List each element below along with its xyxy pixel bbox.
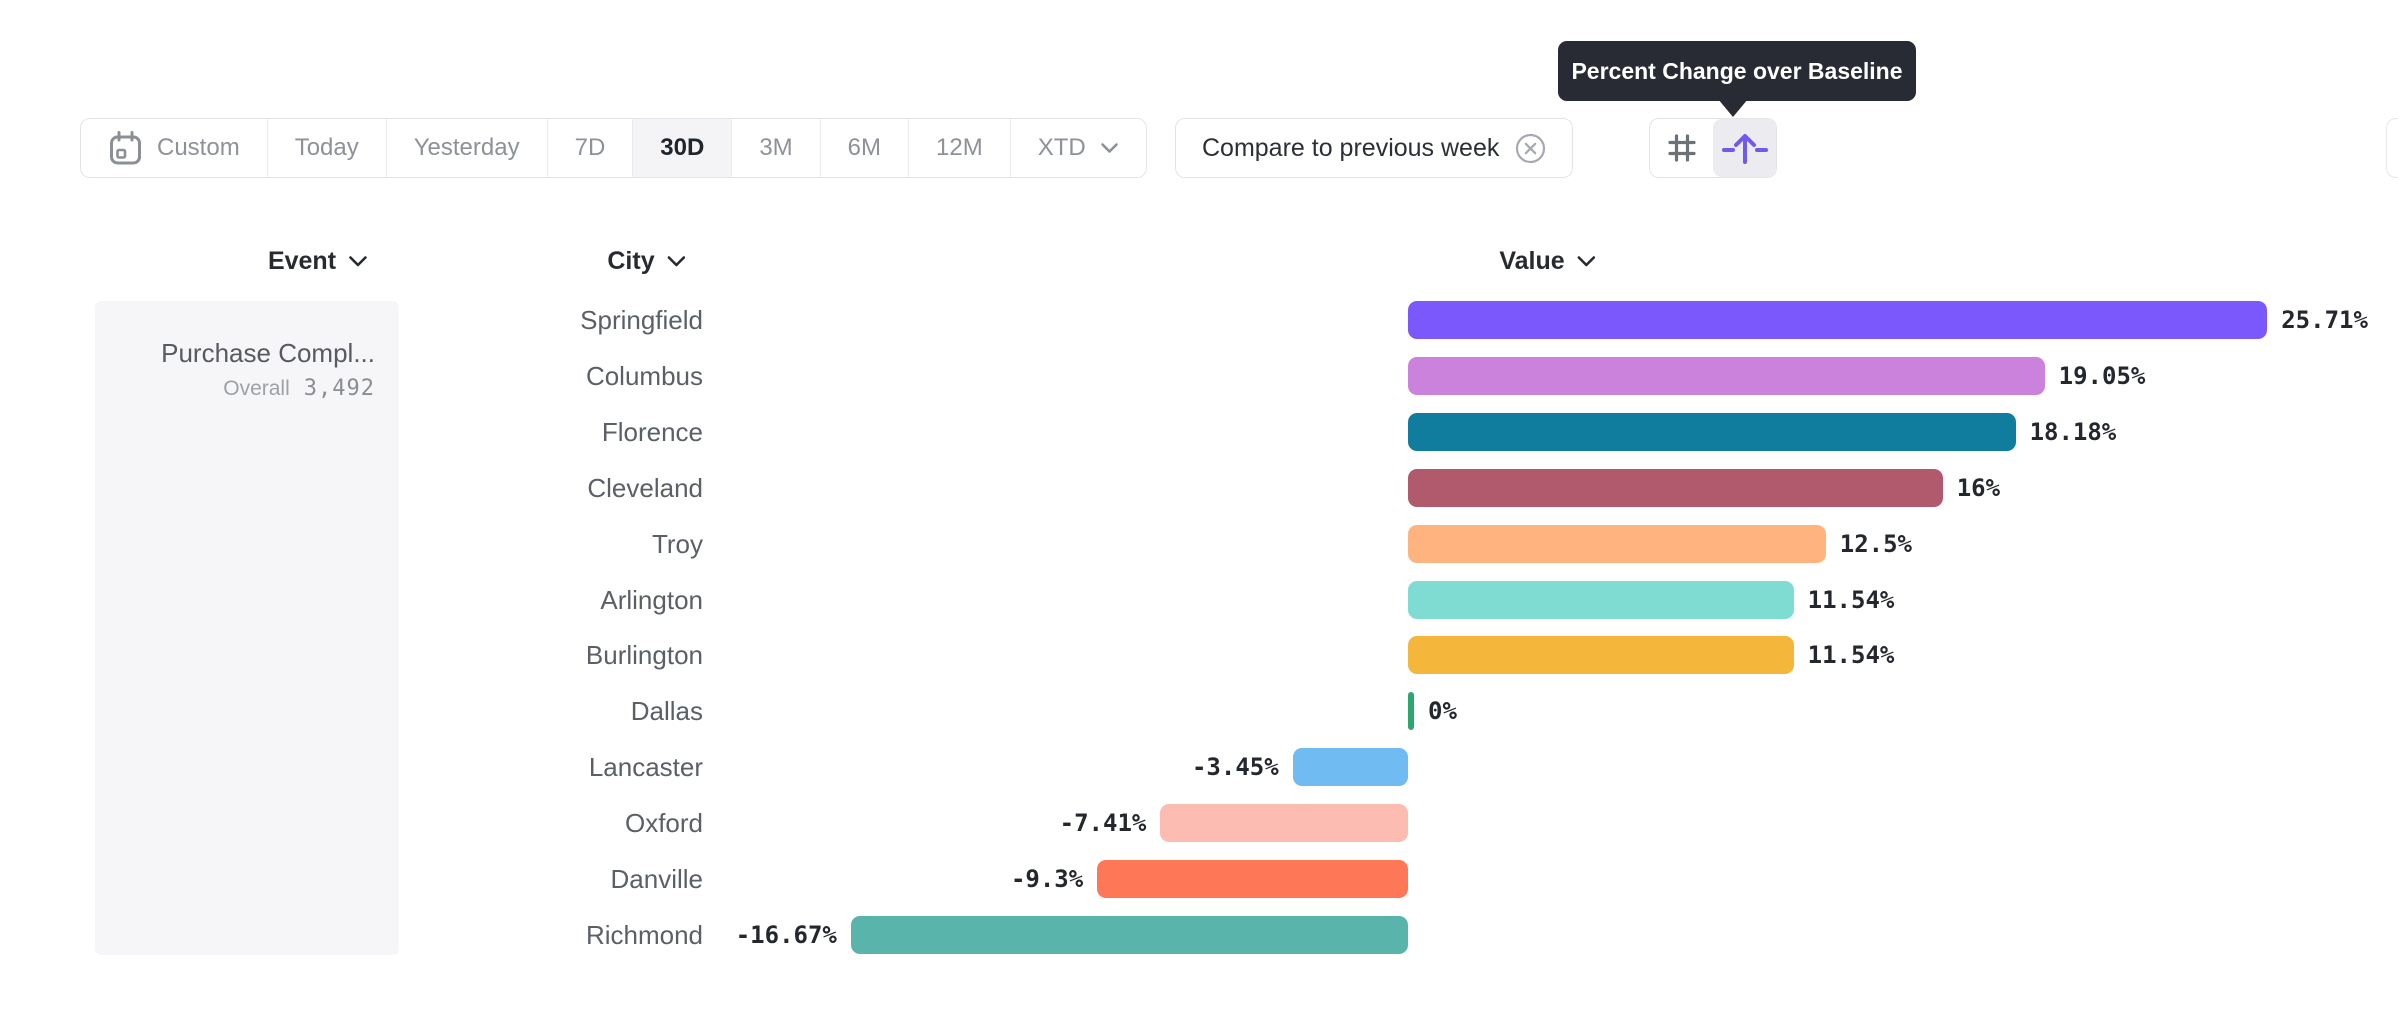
column-header-label: Event xyxy=(267,247,337,275)
value-label-florence: 18.18% xyxy=(2029,417,2117,446)
column-header-city[interactable]: City xyxy=(607,247,686,276)
date-range-7d[interactable]: 7D xyxy=(546,119,633,177)
chevron-down-icon xyxy=(1577,255,1597,268)
date-range-custom[interactable]: Custom xyxy=(81,119,267,177)
bar-richmond[interactable] xyxy=(850,915,1408,954)
value-label-oxford: -7.41% xyxy=(1059,809,1147,838)
bar-lancaster[interactable] xyxy=(1292,748,1408,787)
date-range-group: Custom Today Yesterday 7D 30D 3M 6M 12M XTD xyxy=(80,118,1147,178)
column-header-event[interactable]: Event xyxy=(268,247,368,276)
category-label-cleveland: Cleveland xyxy=(587,472,703,503)
date-range-12m[interactable]: 12M xyxy=(908,119,1010,177)
date-range-3m[interactable]: 3M xyxy=(731,119,819,177)
tooltip-arrow xyxy=(1718,99,1748,117)
date-range-label: Today xyxy=(294,134,359,161)
category-label-columbus: Columbus xyxy=(585,360,703,391)
edge-cutoff-button[interactable] xyxy=(2386,118,2398,178)
bar-danville[interactable] xyxy=(1097,860,1408,898)
bar-troy[interactable] xyxy=(1408,524,1826,563)
calendar-icon xyxy=(108,130,143,167)
bar-burlington[interactable] xyxy=(1408,636,1794,675)
column-header-value[interactable]: Value xyxy=(1499,247,1596,276)
grid-hash-icon xyxy=(1664,130,1700,166)
value-label-cleveland: 16% xyxy=(1956,473,2001,502)
chevron-down-icon xyxy=(1100,142,1119,154)
date-range-yesterday[interactable]: Yesterday xyxy=(385,119,547,177)
column-header-label: City xyxy=(607,247,655,275)
value-label-lancaster: -3.45% xyxy=(1191,753,1279,782)
date-range-label: 30D xyxy=(660,134,705,161)
compare-chip[interactable]: Compare to previous week xyxy=(1175,118,1574,178)
bar-florence[interactable] xyxy=(1408,412,2016,451)
date-range-label: 7D xyxy=(574,134,606,161)
value-label-danville: -9.3% xyxy=(1010,865,1084,893)
category-label-danville: Danville xyxy=(610,864,704,894)
value-label-springfield: 25.71% xyxy=(2281,306,2368,334)
bar-arlington[interactable] xyxy=(1408,580,1794,619)
remove-circle-icon[interactable] xyxy=(1515,133,1546,164)
category-label-dallas: Dallas xyxy=(630,696,703,727)
column-header-label: Value xyxy=(1499,247,1565,275)
date-range-label: Custom xyxy=(157,134,240,161)
date-range-label: 12M xyxy=(936,134,983,161)
date-range-30d[interactable]: 30D xyxy=(632,119,732,177)
date-range-xtd[interactable]: XTD xyxy=(1009,119,1146,177)
chevron-down-icon xyxy=(348,255,368,268)
category-label-richmond: Richmond xyxy=(585,919,703,950)
bar-columbus[interactable] xyxy=(1408,356,2045,395)
category-label-troy: Troy xyxy=(651,528,703,559)
compare-chip-label: Compare to previous week xyxy=(1202,133,1500,162)
value-label-richmond: -16.67% xyxy=(735,920,837,949)
date-range-6m[interactable]: 6M xyxy=(819,119,908,177)
bar-dallas[interactable] xyxy=(1408,692,1414,731)
date-range-label: 6M xyxy=(847,134,881,161)
category-label-lancaster: Lancaster xyxy=(588,752,703,783)
category-label-florence: Florence xyxy=(601,416,703,447)
event-overall-label: Overall xyxy=(223,377,290,400)
value-label-troy: 12.5% xyxy=(1839,529,1912,558)
chevron-down-icon xyxy=(667,255,687,268)
view-toggle-grid[interactable] xyxy=(1650,119,1713,177)
view-toggle-percent-change[interactable] xyxy=(1713,119,1776,177)
date-range-label: Yesterday xyxy=(413,134,520,161)
category-label-burlington: Burlington xyxy=(585,640,703,671)
date-range-label: XTD xyxy=(1037,134,1086,161)
tooltip: Percent Change over Baseline xyxy=(1558,41,1916,101)
category-label-springfield: Springfield xyxy=(580,305,703,335)
bar-cleveland[interactable] xyxy=(1408,468,1943,507)
bar-oxford[interactable] xyxy=(1160,804,1408,843)
event-title: Purchase Compl... xyxy=(161,338,375,368)
value-label-dallas: 0% xyxy=(1428,697,1457,726)
date-range-today[interactable]: Today xyxy=(266,119,386,177)
event-card[interactable]: Purchase Compl... Overall 3,492 xyxy=(95,301,399,955)
event-overall-value: 3,492 xyxy=(303,376,375,401)
value-label-columbus: 19.05% xyxy=(2058,361,2146,390)
date-range-label: 3M xyxy=(759,134,793,161)
value-label-arlington: 11.54% xyxy=(1807,585,1895,614)
category-label-arlington: Arlington xyxy=(600,584,703,615)
percent-change-over-baseline-icon xyxy=(1721,129,1768,167)
value-label-burlington: 11.54% xyxy=(1807,641,1895,670)
view-toggle xyxy=(1649,118,1777,178)
category-label-oxford: Oxford xyxy=(624,808,703,839)
bar-springfield[interactable] xyxy=(1408,301,2268,339)
tooltip-text: Percent Change over Baseline xyxy=(1571,57,1903,84)
